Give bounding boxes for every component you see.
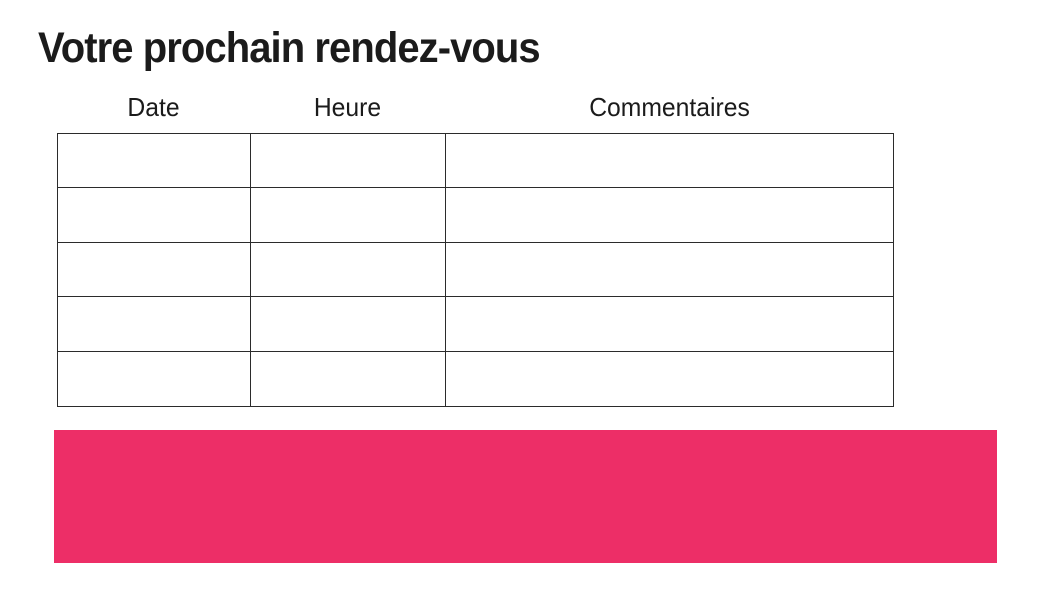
column-header-heure: Heure: [313, 92, 382, 122]
table-cell: [251, 297, 446, 352]
table-cell: [251, 351, 446, 406]
table-cell: [58, 351, 251, 406]
table-cell: [446, 352, 893, 406]
page-title: Votre prochain rendez-vous: [38, 24, 541, 72]
table-cell: [58, 242, 251, 298]
table-cell: [446, 134, 893, 189]
bottom-banner: [54, 430, 997, 563]
table-cell: [58, 134, 251, 189]
column-header-date: Date: [127, 92, 180, 122]
table-cell: [58, 297, 251, 352]
table-cell: [251, 134, 446, 189]
table-cell: [446, 297, 893, 352]
table-cell: [446, 243, 893, 298]
table-cell: [58, 188, 251, 243]
appointments-table: [57, 133, 894, 407]
column-header-commentaires: Commentaires: [589, 92, 750, 122]
table-cell: [251, 242, 446, 298]
table-cell: [446, 188, 893, 243]
table-header-row: Date Heure Commentaires: [57, 90, 894, 124]
table-cell: [251, 188, 446, 243]
